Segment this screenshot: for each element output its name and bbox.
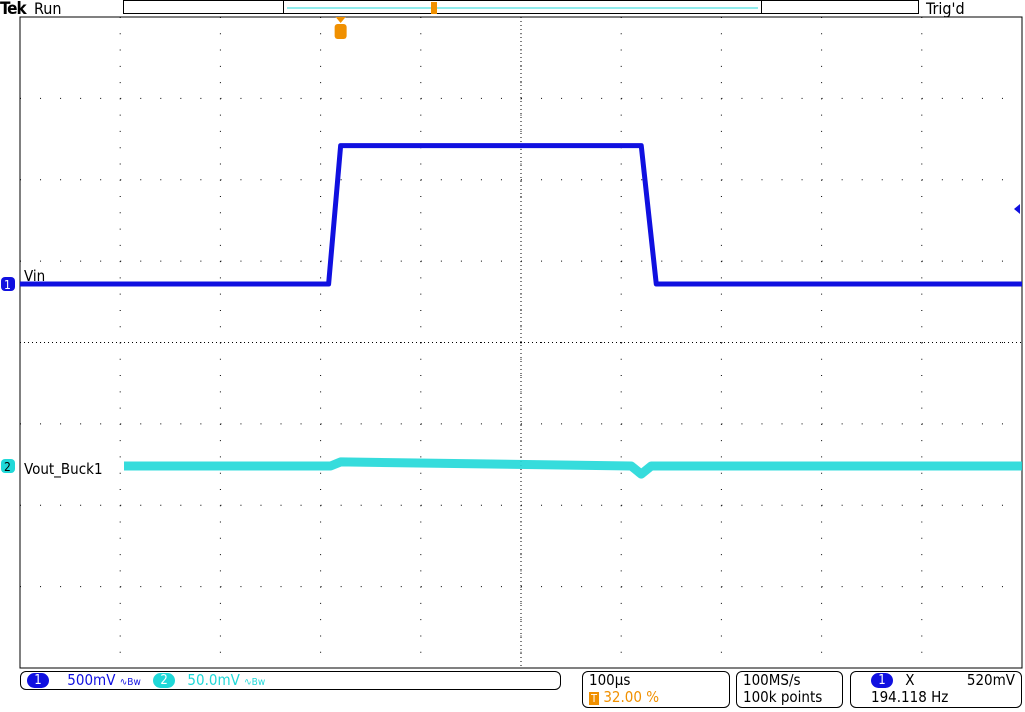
- record-length: 100k points: [743, 688, 823, 706]
- time-scale: 100µs: [589, 671, 631, 689]
- ch2-ground-marker: [1, 459, 15, 473]
- ch1-badge: 1: [27, 673, 49, 688]
- trigger-position: 32.00 %: [603, 688, 660, 706]
- trace-vin: [20, 143, 1022, 287]
- timebase-panel[interactable]: 100µs T 32.00 %: [582, 671, 730, 708]
- ch1-label: Vin: [24, 267, 46, 285]
- record-trigger-marker: [431, 2, 437, 14]
- trigger-source-badge: 1: [871, 673, 893, 688]
- ch1-marker-number: 1: [4, 278, 11, 292]
- ch2-badge: 2: [153, 673, 176, 688]
- ch2-marker-number: 2: [4, 460, 11, 474]
- bandwidth-limit-icon: ∿Bw: [244, 677, 266, 688]
- trace-vout_buck1: [124, 457, 1022, 479]
- trigger-frequency: 194.118 Hz: [871, 688, 949, 706]
- ch2-label: Vout_Buck1: [24, 460, 103, 478]
- ch1-ground-marker: [1, 277, 15, 291]
- trigger-position-icon: T: [589, 692, 600, 705]
- channel-scale-panel[interactable]: 1 500mV ∿Bw 2 50.0mV ∿Bw: [20, 671, 561, 690]
- record-view-window: [283, 0, 762, 14]
- bandwidth-limit-icon: ∿Bw: [119, 677, 141, 688]
- ch1-scale: 500mV: [67, 671, 116, 689]
- trigger-level: 520mV: [966, 671, 1015, 689]
- trigger-slope-icon: X: [905, 671, 915, 689]
- trigger-position-icon: [334, 24, 347, 39]
- trigger-level-arrow: [1014, 204, 1020, 214]
- brand-logo: Tek: [0, 0, 27, 19]
- ch2-scale: 50.0mV: [187, 671, 240, 689]
- trigger-panel[interactable]: 1 X 520mV 194.118 Hz: [850, 671, 1022, 708]
- acquisition-panel[interactable]: 100MS/s 100k points: [736, 671, 843, 708]
- sample-rate: 100MS/s: [743, 671, 801, 689]
- record-view-bar: [123, 0, 919, 14]
- run-state: Run: [34, 0, 62, 18]
- trigger-position-arrow: [335, 17, 346, 23]
- trigger-state: Trig'd: [926, 0, 965, 18]
